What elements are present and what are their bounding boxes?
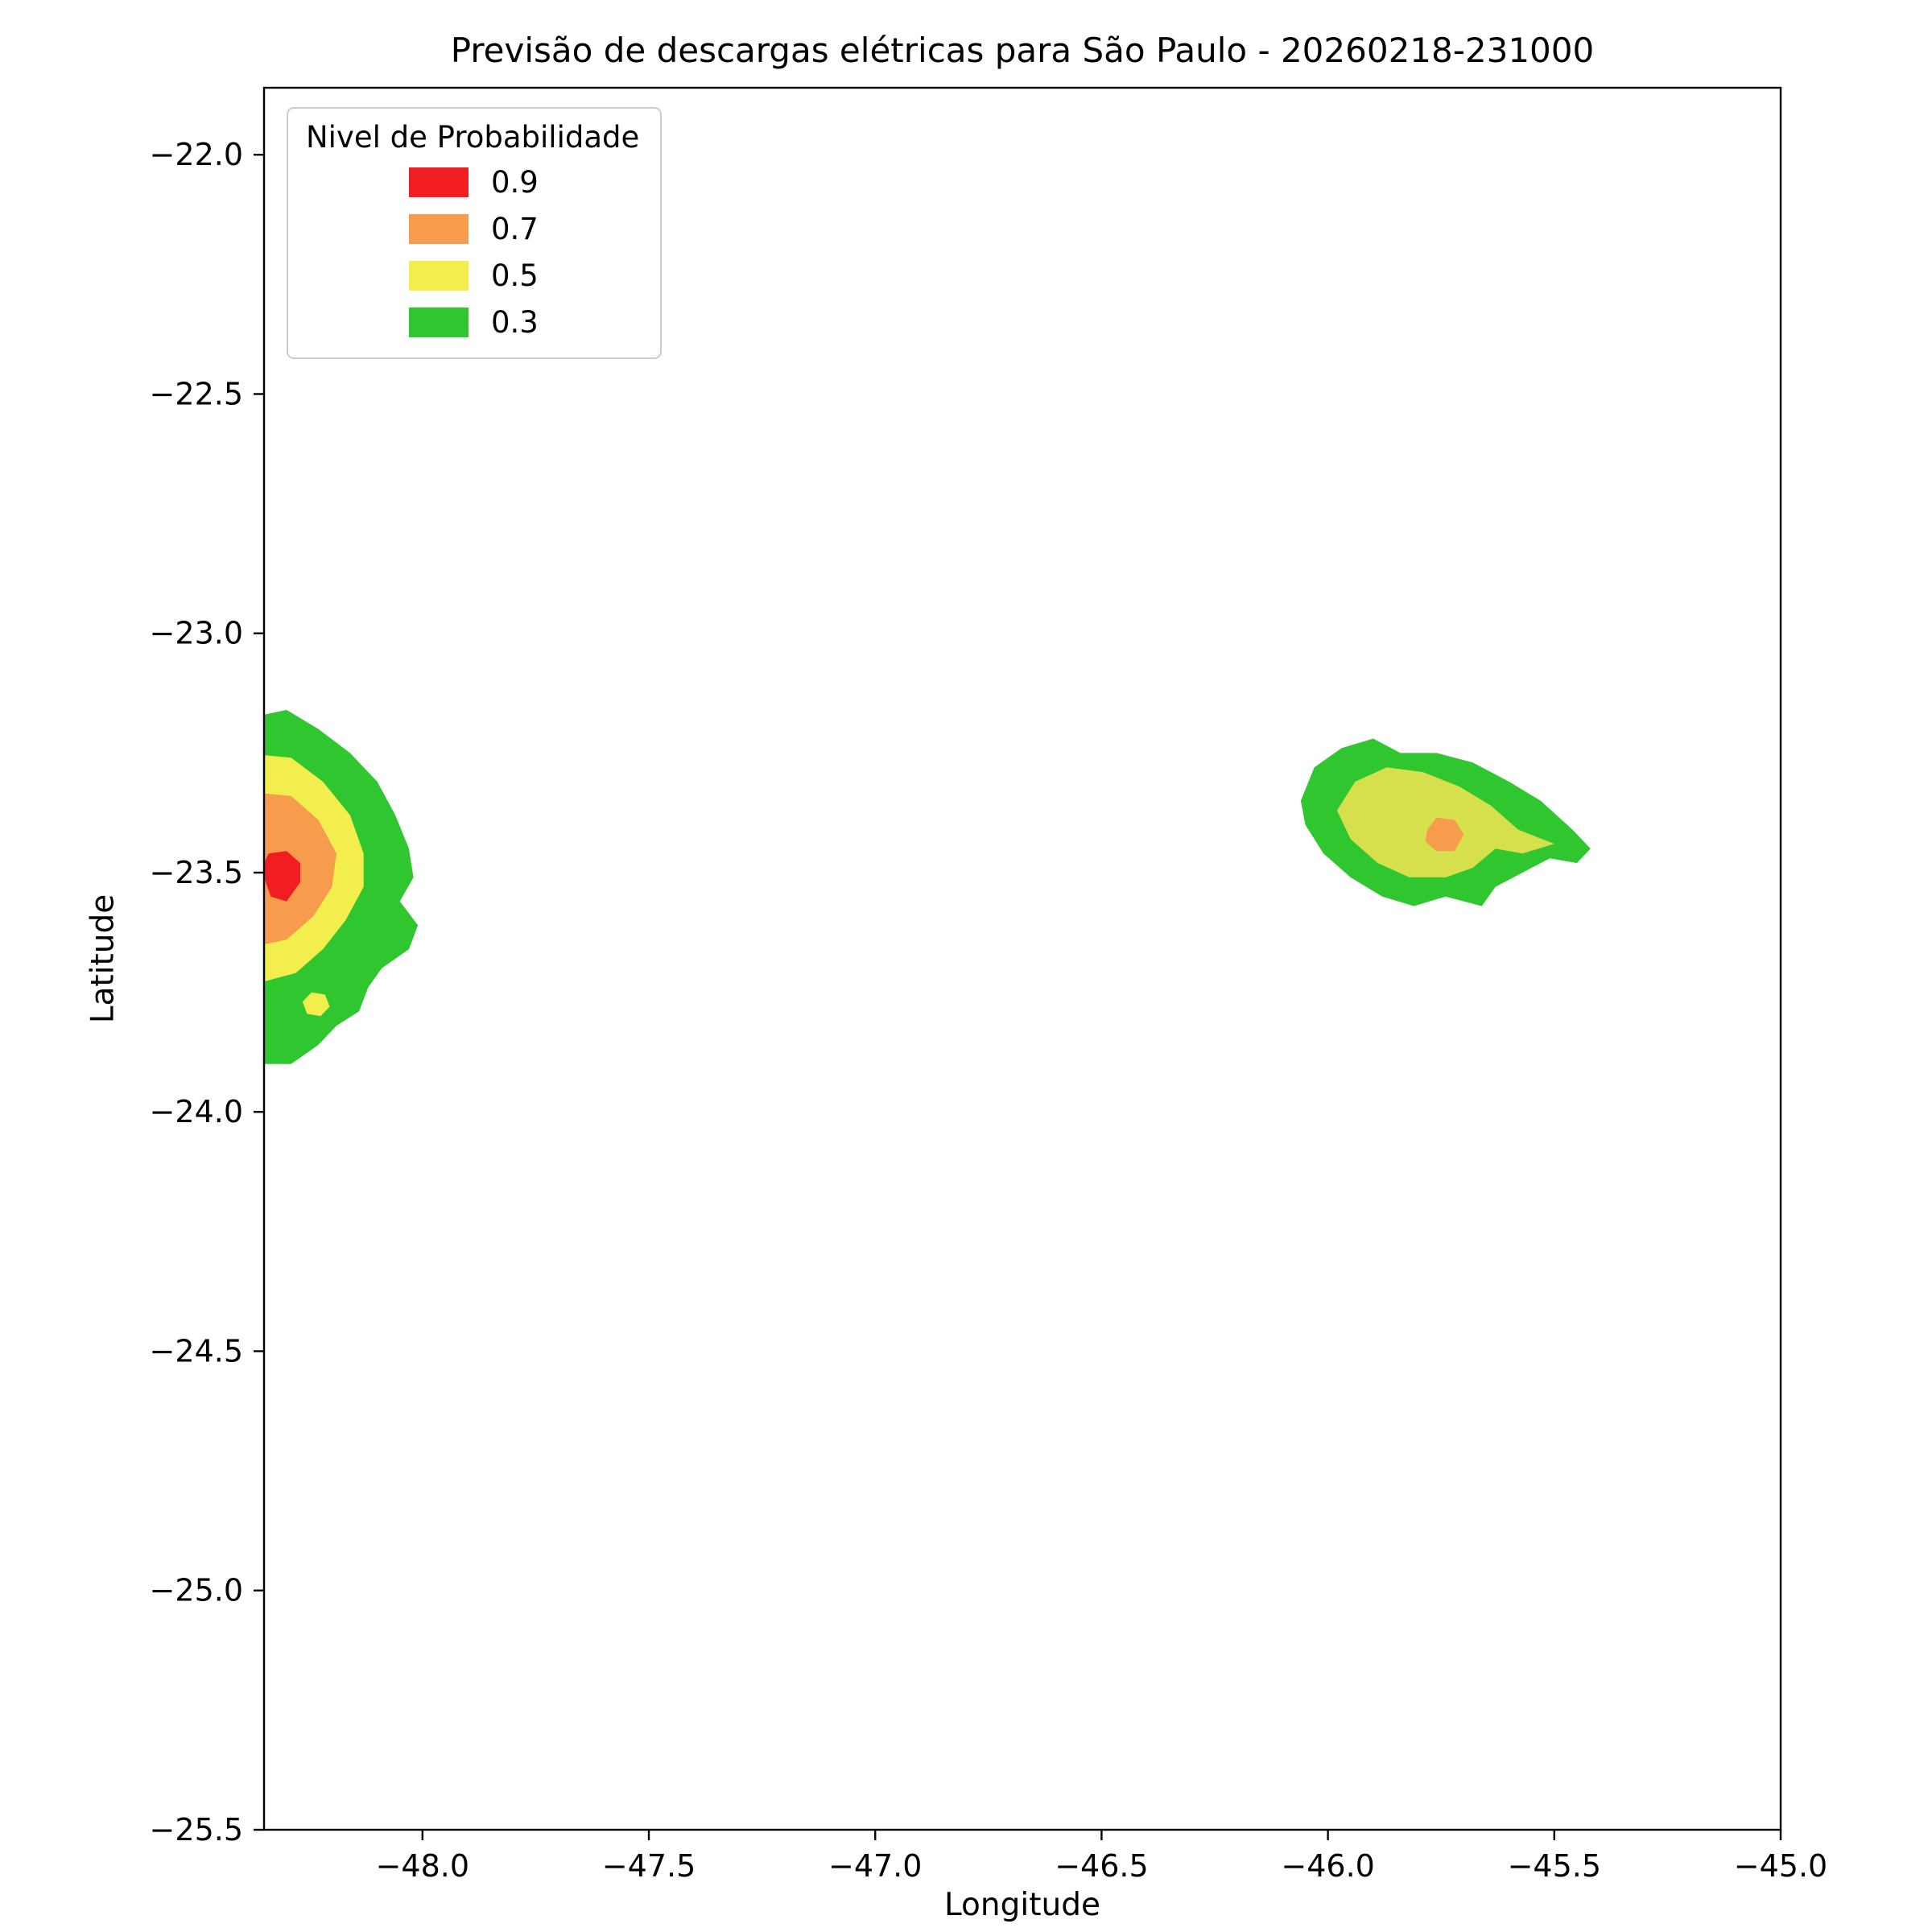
contour-region-west-cell-p05-spot (302, 992, 330, 1017)
legend-entry: 0.5 (409, 258, 639, 293)
x-tick-label: −46.0 (1281, 1848, 1374, 1884)
legend-label: 0.7 (491, 211, 539, 246)
legend-swatch (409, 260, 469, 291)
legend-swatch (409, 307, 469, 337)
x-tick-label: −45.5 (1508, 1848, 1601, 1884)
chart-title: Previsão de descargas elétricas para São… (450, 31, 1595, 70)
x-tick-label: −47.0 (828, 1848, 922, 1884)
legend-entry: 0.3 (409, 304, 639, 340)
x-tick-label: −45.0 (1734, 1848, 1827, 1884)
contour-region-west-cell-p09 (264, 851, 300, 902)
legend-entry: 0.9 (409, 164, 639, 200)
legend-swatch (409, 167, 469, 197)
y-tick-label: −25.0 (150, 1573, 243, 1608)
legend-label: 0.5 (491, 258, 539, 293)
y-tick-label: −24.0 (150, 1094, 243, 1129)
legend-label: 0.3 (491, 304, 539, 340)
y-tick-label: −23.0 (150, 616, 243, 651)
x-axis-label: Longitude (944, 1887, 1100, 1923)
y-tick-label: −22.5 (150, 376, 243, 411)
contour-layer (264, 709, 1591, 1064)
legend-label: 0.9 (491, 164, 539, 200)
contour-region-east-cell-p07 (1425, 817, 1464, 852)
legend-swatch (409, 213, 469, 244)
legend-title: Nivel de Probabilidade (306, 120, 640, 155)
x-tick-label: −46.5 (1055, 1848, 1148, 1884)
legend-entry: 0.7 (409, 211, 639, 246)
y-tick-label: −23.5 (150, 855, 243, 890)
x-tick-label: −47.5 (602, 1848, 696, 1884)
y-tick-label: −22.0 (150, 137, 243, 172)
y-axis-label: Latitude (85, 894, 122, 1024)
legend: Nivel de Probabilidade 0.9 0.7 0.5 0.3 (287, 107, 663, 359)
y-tick-label: −24.5 (150, 1333, 243, 1368)
axes-frame (262, 86, 1782, 1831)
x-tick-label: −48.0 (376, 1848, 469, 1884)
y-tick-label: −25.5 (150, 1812, 243, 1847)
legend-rows: 0.9 0.7 0.5 0.3 (306, 164, 639, 340)
